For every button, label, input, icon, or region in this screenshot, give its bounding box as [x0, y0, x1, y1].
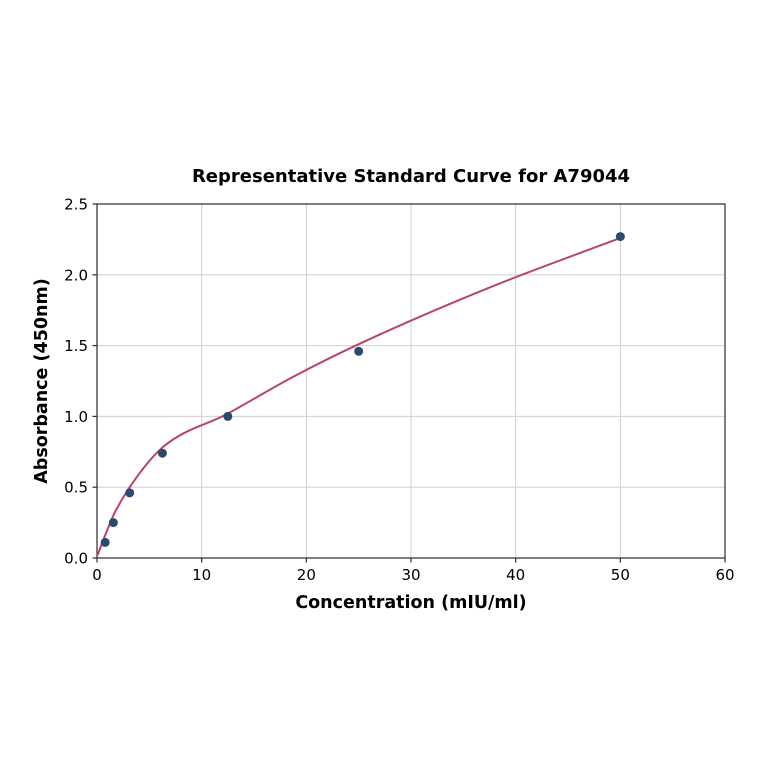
- data-points: [100, 232, 625, 547]
- x-tick-label-0: 0: [92, 566, 102, 584]
- y-tick-label-2.5: 2.5: [64, 196, 88, 214]
- x-axis-label: Concentration (mIU/ml): [295, 593, 526, 613]
- data-point: [100, 537, 110, 547]
- x-tick-label-60: 60: [715, 566, 734, 584]
- data-point: [354, 346, 364, 356]
- data-point: [223, 411, 233, 421]
- tick-labels: 0 10 20 30 40 50 60 0.0 0.5 1.0 1.5 2.0 2.5: [64, 196, 734, 585]
- gridlines: [96, 203, 726, 559]
- fit-curve-line: [96, 237, 621, 556]
- data-point: [157, 448, 167, 458]
- y-tick-label-1.0: 1.0: [64, 408, 88, 426]
- data-point: [125, 488, 135, 498]
- x-tick-label-10: 10: [192, 566, 211, 584]
- y-tick-label-0.5: 0.5: [64, 479, 88, 497]
- y-tick-label-1.5: 1.5: [64, 337, 88, 355]
- y-tick-label-0.0: 0.0: [64, 550, 88, 568]
- data-point: [615, 232, 625, 242]
- tick-marks: [92, 203, 726, 563]
- x-tick-label-50: 50: [611, 566, 630, 584]
- y-axis-label: Absorbance (450nm): [32, 278, 52, 484]
- plot-border: [96, 203, 726, 559]
- y-tick-label-2.0: 2.0: [64, 266, 88, 284]
- x-tick-label-40: 40: [506, 566, 525, 584]
- x-tick-label-20: 20: [297, 566, 316, 584]
- x-tick-label-30: 30: [401, 566, 420, 584]
- chart-title: Representative Standard Curve for A79044: [192, 166, 630, 187]
- data-point: [108, 518, 118, 528]
